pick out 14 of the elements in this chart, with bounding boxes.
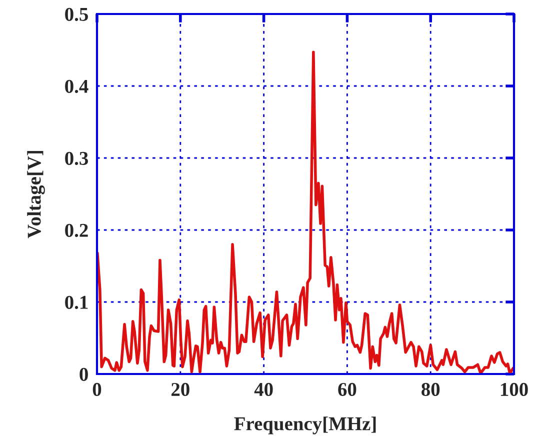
y-axis-title: Voltage[V] <box>27 150 45 238</box>
x-tick-label: 80 <box>422 382 440 396</box>
y-tick-label: 0.2 <box>65 224 88 238</box>
y-tick-label: 0.3 <box>65 152 88 166</box>
y-tick-label: 0.4 <box>65 80 88 94</box>
x-tick-label: 0 <box>92 382 102 396</box>
x-axis-title: Frequency[MHz] <box>234 416 376 434</box>
x-tick-label: 40 <box>254 382 273 396</box>
y-tick-label: 0.5 <box>65 8 88 22</box>
x-tick-label: 20 <box>171 382 190 396</box>
x-tick-label: 100 <box>500 382 528 396</box>
y-tick-label: 0.1 <box>65 296 88 310</box>
y-tick-label: 0 <box>80 368 88 381</box>
x-tick-label: 60 <box>338 382 356 396</box>
